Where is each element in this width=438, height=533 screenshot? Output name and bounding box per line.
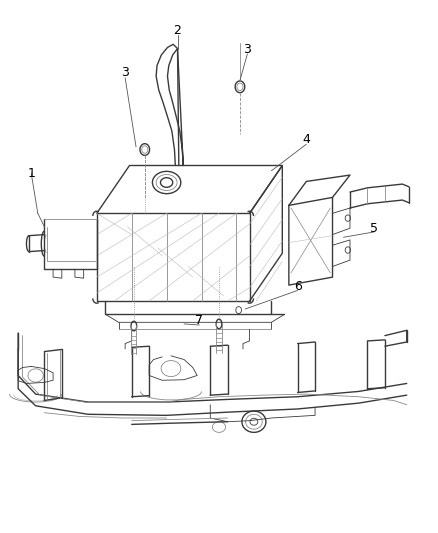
Text: 6: 6 <box>293 280 301 293</box>
Text: 1: 1 <box>27 167 35 180</box>
Text: 2: 2 <box>173 24 181 37</box>
Text: 3: 3 <box>121 67 129 79</box>
Text: 3: 3 <box>244 43 251 56</box>
Text: 5: 5 <box>370 222 378 235</box>
Text: 4: 4 <box>302 133 310 147</box>
Text: 7: 7 <box>195 314 203 327</box>
